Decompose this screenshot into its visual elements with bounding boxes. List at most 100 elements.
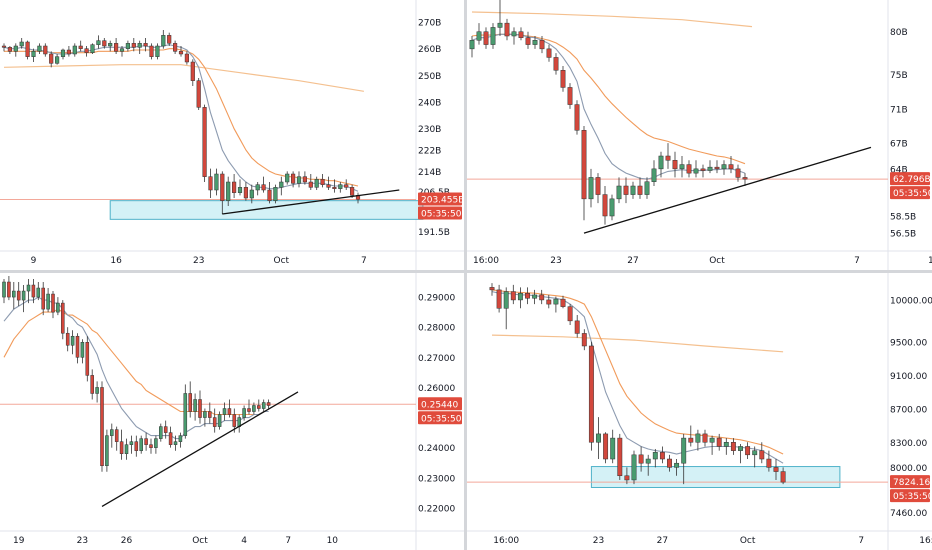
candle-body (114, 43, 119, 52)
y-tick-label: 10000.00 (890, 296, 932, 306)
candle-body (637, 185, 643, 195)
y-tick-label: 56.5B (890, 230, 916, 240)
candle-body (149, 444, 153, 448)
candle-body (308, 181, 313, 188)
chart-svg-bottom-left[interactable]: 0.290000.280000.270000.260000.250000.240… (0, 273, 464, 550)
y-tick-label: 222B (418, 147, 441, 157)
x-tick-label: 7 (285, 536, 291, 546)
y-tick-label: 0.29000 (418, 294, 455, 304)
candle-body (41, 287, 45, 310)
trendline (101, 391, 299, 507)
candle-body (155, 45, 160, 57)
price-tag-label: 7824.16 (893, 478, 930, 488)
candle-body (610, 437, 616, 460)
trendline (583, 146, 872, 234)
candle-body (70, 335, 75, 346)
y-tick-label: 8700.00 (890, 405, 927, 415)
candle-body (232, 181, 237, 193)
candle-body (161, 35, 166, 47)
ema-fast-line (3, 296, 269, 440)
chart-svg-top-left[interactable]: 270B260B250B240B230B222B214B206.5B191.5B… (0, 0, 464, 270)
candle-body (124, 444, 129, 454)
y-tick-label: 214B (418, 168, 441, 178)
candle-body (125, 43, 130, 49)
x-tick-label: 23 (193, 256, 204, 266)
x-tick-label: Oct (709, 256, 725, 266)
candle-body (595, 177, 601, 195)
chart-panel-top-left[interactable]: 270B260B250B240B230B222B214B206.5B191.5B… (0, 0, 464, 270)
countdown-tag-label: 05:35:50 (893, 492, 932, 502)
chart-panel-bottom-left[interactable]: 0.290000.280000.270000.260000.250000.240… (0, 273, 464, 550)
x-tick-label: 16:00 (493, 536, 519, 546)
candle-body (108, 43, 113, 47)
candle-body (208, 411, 212, 418)
candle-body (525, 292, 530, 299)
candle-body (198, 399, 202, 418)
candle-body (183, 393, 188, 436)
candle-body (95, 387, 99, 394)
candle-body (105, 435, 109, 467)
x-tick-label: 10 (327, 536, 339, 546)
candle-body (766, 458, 772, 468)
candle-body (60, 49, 66, 57)
candle-body (143, 43, 148, 47)
candle-body (645, 458, 651, 464)
candle-body (90, 44, 95, 53)
countdown-tag-label: 05:35:50 (421, 414, 462, 424)
y-tick-label: 64B (890, 165, 908, 175)
countdown-tag-bg (418, 411, 462, 425)
ema-fast-line (471, 33, 746, 180)
candle-body (539, 294, 545, 301)
x-tick-label: 16:00 (928, 256, 932, 266)
chart-svg-top-right[interactable]: 80B 75B 71B 67B 64B 58.5B 56.5B 16:00 23 27 Oct 7 1 6… (467, 0, 932, 270)
candle-body (173, 441, 178, 445)
candle-body (745, 446, 751, 456)
candle-body (242, 408, 246, 418)
candle-body (702, 433, 708, 443)
candle-body (56, 302, 60, 313)
candle-body (154, 438, 158, 448)
candle-body (37, 45, 42, 52)
candle-body (84, 48, 89, 53)
countdown-tag-label: 05:35:50 (421, 209, 462, 219)
candle-body (232, 414, 237, 427)
x-tick-label: 26 (121, 536, 133, 546)
candle-body (651, 168, 657, 182)
ema-slow-line (491, 289, 784, 455)
candle-body (496, 289, 502, 309)
candle-body (707, 166, 713, 171)
price-tag-label: 62.796B (893, 175, 931, 185)
candle-body (574, 320, 580, 334)
chart-panel-bottom-right[interactable]: 10000.00 9500.00 9100.00 8700.00 8300.00 8000… (467, 273, 932, 550)
candle-body (279, 181, 284, 188)
candle-body (13, 45, 18, 52)
candle-body (714, 166, 720, 170)
candle-body (574, 104, 580, 131)
candle-body (214, 173, 219, 191)
candle-body (332, 187, 337, 189)
candle-body (75, 335, 80, 358)
candle-body (623, 185, 629, 195)
candle-body (208, 176, 213, 191)
candle-body (296, 176, 302, 184)
candle-body (658, 155, 664, 170)
candle-body (567, 306, 573, 322)
price-tag-bg (890, 172, 930, 186)
candle-body (266, 402, 271, 406)
chart-panel-top-right[interactable]: 80B 75B 71B 67B 64B 58.5B 56.5B 16:00 23 27 Oct 7 1 6… (467, 0, 932, 270)
candle-body (90, 375, 94, 394)
candle-body (567, 87, 573, 105)
candle-body (7, 281, 11, 298)
candle-body (226, 181, 231, 201)
panel-divider-vertical[interactable] (464, 0, 467, 550)
ema-slow-line (3, 308, 269, 416)
candle-body (202, 107, 207, 177)
ma-long-line (471, 11, 753, 28)
candle-body (193, 399, 197, 412)
chart-svg-bottom-right[interactable]: 10000.00 9500.00 9100.00 8700.00 8300.00 8000… (467, 273, 932, 550)
candle-body (25, 41, 30, 57)
panel-divider-horizontal[interactable] (0, 270, 932, 273)
candle-body (773, 467, 779, 472)
candle-body (709, 437, 715, 443)
candle-body (638, 454, 644, 464)
